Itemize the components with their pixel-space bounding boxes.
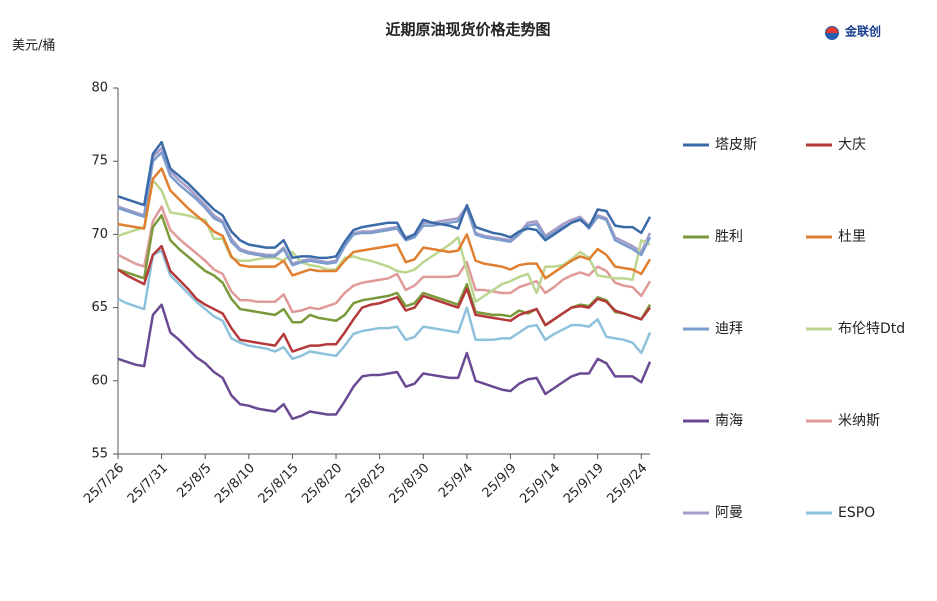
series-line [117,205,652,314]
series-line [117,249,652,361]
series-line [117,303,652,421]
legend-label: 塔皮斯 [715,137,757,153]
chart-title: 近期原油现货价格走势图 [385,21,550,39]
logo-text: 金联创 [844,24,881,39]
y-axis-label: 美元/桶 [12,39,55,54]
legend-label: 阿曼 [715,505,743,521]
logo-icon [825,26,839,40]
y-tick-label: 55 [91,447,108,462]
y-tick-label: 60 [91,373,108,388]
legend-label: 布伦特Dtd [838,321,905,337]
legend-label: 大庆 [838,137,866,153]
y-tick-label: 65 [91,300,108,315]
legend-label: 米纳斯 [838,413,880,429]
legend-label: 杜里 [838,229,866,245]
y-tick-label: 80 [91,81,108,96]
y-tick-label: 70 [91,227,108,242]
series-line [117,140,652,260]
legend-label: 迪拜 [715,321,743,337]
legend-label: ESPO [838,505,875,521]
legend-label: 胜利 [715,229,743,245]
y-tick-label: 75 [91,154,108,169]
legend-label: 南海 [715,413,743,429]
series-line [117,167,652,280]
series-line [117,146,652,265]
series-line [117,244,652,353]
